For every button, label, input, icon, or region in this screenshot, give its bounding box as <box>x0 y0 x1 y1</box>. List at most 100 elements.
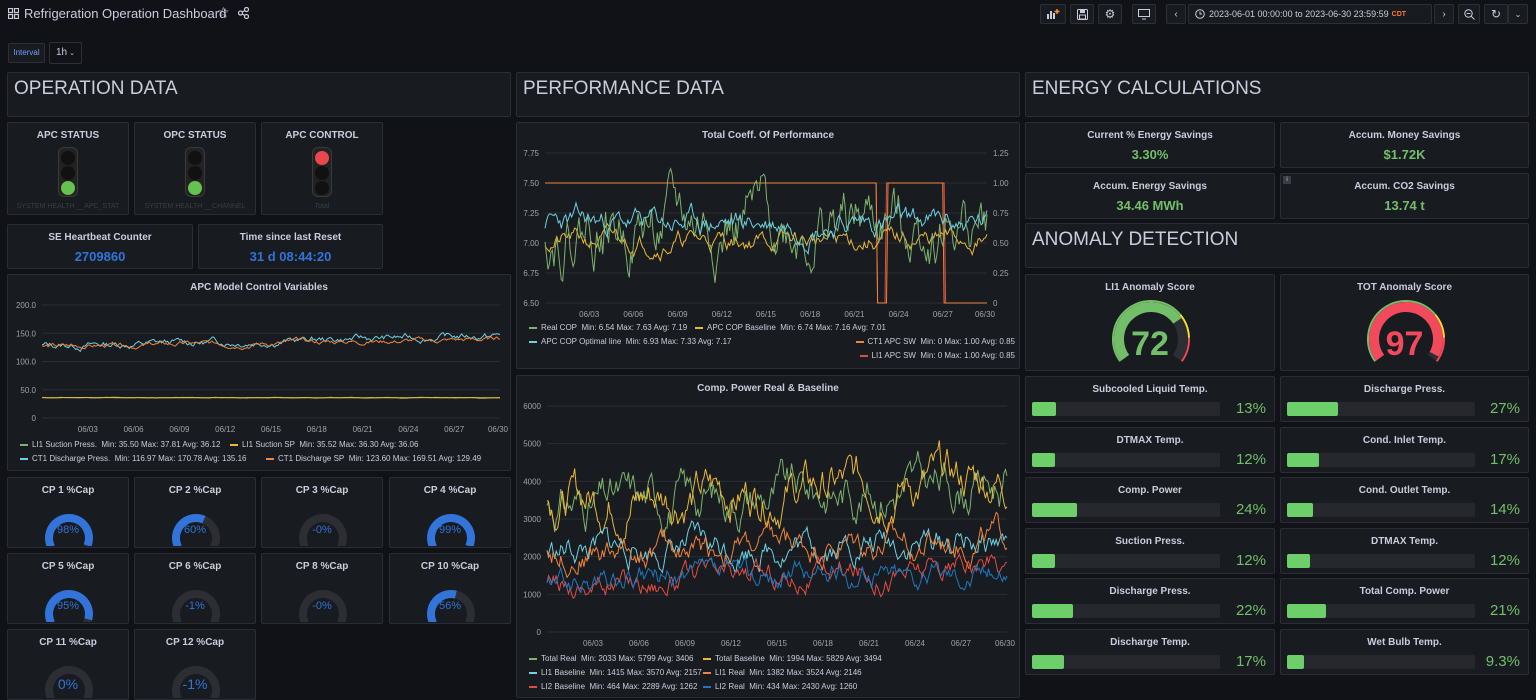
anomaly-bar-track <box>1032 655 1220 669</box>
legend-item[interactable]: CT1 APC SW Min: 0 Max: 1.00 Avg: 0.85 <box>855 337 1015 346</box>
legend-item[interactable]: LI2 Baseline Min: 464 Max: 2289 Avg: 126… <box>529 682 697 691</box>
anomaly-bar-value: 17% <box>1489 450 1520 468</box>
li1-anomaly-panel: LI1 Anomaly Score 72 <box>1025 274 1275 371</box>
series-line <box>546 440 1008 546</box>
anomaly-bar-title: Wet Bulb Temp. <box>1367 637 1442 648</box>
anomaly-bar-fill <box>1032 402 1057 416</box>
y-tick-label: 50.0 <box>20 386 36 395</box>
li1-anomaly-title: LI1 Anomaly Score <box>1105 282 1195 293</box>
anomaly-bar-track <box>1032 553 1220 568</box>
legend-item[interactable]: Total Baseline Min: 1994 Max: 5829 Avg: … <box>703 654 882 663</box>
legend-item[interactable]: APC COP Baseline Min: 6.74 Max: 7.16 Avg… <box>695 323 886 332</box>
cp-gauge-title: CP 2 %Cap <box>168 485 222 496</box>
heartbeat-value: 2709860 <box>74 249 126 264</box>
tv-mode-button[interactable] <box>1132 4 1156 24</box>
legend-stats: Min: 2033 Max: 5799 Avg: 3406 <box>581 654 694 663</box>
anomaly-bar-fill <box>1032 553 1055 568</box>
apc-chart-title: APC Model Control Variables <box>190 282 328 293</box>
legend-label: Total Baseline <box>715 654 765 663</box>
legend-item[interactable]: LI2 Real Min: 434 Max: 2430 Avg: 1260 <box>703 682 857 691</box>
gauge-track <box>172 666 220 698</box>
time-back-button[interactable]: ‹ <box>1166 4 1186 24</box>
power-chart-title: Comp. Power Real & Baseline <box>697 383 839 394</box>
series-line <box>544 201 988 256</box>
dashboard-title[interactable]: Refrigeration Operation Dashboard <box>24 6 227 21</box>
cp-gauge-title: CP 6 %Cap <box>168 561 222 572</box>
series-line <box>546 520 1008 574</box>
legend-item[interactable]: LI1 Baseline Min: 1415 Max: 3570 Avg: 21… <box>529 668 702 677</box>
anomaly-row-header: ANOMALY DETECTION <box>1025 223 1529 268</box>
settings-button[interactable]: ⚙ <box>1098 4 1122 24</box>
star-icon[interactable]: ☆ <box>217 4 230 20</box>
cp-gauge-value: 99% <box>438 524 462 536</box>
anomaly-bar-panel: Wet Bulb Temp. 9.3% <box>1280 629 1529 675</box>
reset-title: Time since last Reset <box>239 232 342 243</box>
legend-label: LI2 Baseline <box>541 682 586 691</box>
legend-item[interactable]: LI1 Real Min: 1382 Max: 3524 Avg: 2146 <box>703 668 862 677</box>
top-bar: Refrigeration Operation Dashboard ☆ ⚙ ‹ … <box>0 0 1536 28</box>
refresh-button[interactable]: ↻ <box>1484 4 1508 24</box>
legend-item[interactable]: Total Real Min: 2033 Max: 5799 Avg: 3406 <box>529 654 693 663</box>
info-icon[interactable]: i <box>1283 176 1291 184</box>
y2-tick-label: 1.25 <box>993 149 1009 158</box>
anomaly-bar-panel: Cond. Inlet Temp. 17% <box>1280 426 1529 473</box>
save-dashboard-button[interactable] <box>1070 4 1094 24</box>
li1-anomaly-gauge <box>1112 300 1190 362</box>
legend-label: LI1 Suction Press. <box>32 440 97 449</box>
cp-gauge-title: CP 10 %Cap <box>420 561 480 572</box>
legend-swatch <box>859 354 868 357</box>
share-icon[interactable] <box>238 7 249 19</box>
anomaly-bar-fill <box>1032 503 1078 518</box>
dashboards-grid-icon[interactable] <box>8 8 19 19</box>
operation-row-header: OPERATION DATA <box>7 72 511 117</box>
legend-item[interactable]: LI1 Suction SP Min: 35.52 Max: 36.30 Avg… <box>230 440 418 449</box>
legend-label: CT1 Discharge SP <box>278 454 345 463</box>
chevron-right-icon: › <box>1442 8 1446 20</box>
gauge-fill <box>1114 302 1182 361</box>
legend-item[interactable]: CT1 Discharge Press. Min: 116.97 Max: 17… <box>20 454 247 463</box>
time-forward-button[interactable]: › <box>1434 4 1454 24</box>
energy-row-title: ENERGY CALCULATIONS <box>1032 78 1262 99</box>
anomaly-bar-value: 22% <box>1235 602 1266 620</box>
refresh-interval-button[interactable]: ⌄ <box>1508 4 1528 24</box>
anomaly-bar-title: Suction Press. <box>1115 535 1185 547</box>
legend-item[interactable]: LI1 APC SW Min: 0 Max: 1.00 Avg: 0.85 <box>859 351 1015 360</box>
legend-item[interactable]: CT1 Discharge SP Min: 123.60 Max: 169.51… <box>266 454 481 463</box>
cop-chart[interactable]: 7.75 7.50 7.25 7.00 6.75 6.50 1.25 1.00 0.75 0.50… <box>517 141 1021 323</box>
traffic-light-icon <box>312 147 332 197</box>
anomaly-bar-track <box>1032 503 1220 518</box>
cp-gauge-value: 60% <box>183 524 207 536</box>
cp-gauge-panel: CP 2 %Cap 60% <box>134 477 256 548</box>
cp-gauge-panel: CP 3 %Cap -0% <box>261 477 383 548</box>
apc-chart[interactable]: 200.0 150.0 100.0 50.0 0 06/03 06/06 06/09 06/12… <box>8 293 512 438</box>
gauge-threshold-warn <box>1434 314 1445 338</box>
anomaly-bar-panel: Cond. Outlet Temp. 14% <box>1280 477 1529 524</box>
cp-gauge-title: CP 4 %Cap <box>423 485 477 496</box>
power-chart[interactable]: 6000 5000 4000 3000 2000 1000 0 06/03 06/06 06/09… <box>517 394 1021 652</box>
x-tick-label: 06/09 <box>675 639 696 648</box>
interval-variable-select[interactable]: 1h ⌄ <box>49 42 82 64</box>
cp-gauge-arc <box>45 514 93 546</box>
energy-stat-title: Current % Energy Savings <box>1087 130 1213 141</box>
series-line <box>41 332 501 353</box>
add-panel-button[interactable] <box>1040 4 1066 24</box>
energy-stat-panel: Accum. CO2 Savings 13.74 t i <box>1280 173 1529 219</box>
apc-control-panel: APC CONTROL Total <box>261 122 383 215</box>
time-picker-button[interactable]: 2023-06-01 00:00:00 to 2023-06-30 23:59:… <box>1188 4 1432 24</box>
x-tick-label: 06/15 <box>767 639 788 648</box>
legend-item[interactable]: LI1 Suction Press. Min: 35.50 Max: 37.81… <box>20 440 220 449</box>
cp-gauge-arc <box>172 514 220 546</box>
series-line <box>546 511 1008 579</box>
y-tick-label: 150.0 <box>16 329 37 338</box>
x-tick-label: 06/21 <box>353 425 374 434</box>
legend-item[interactable]: APC COP Optimal line Min: 6.93 Max: 7.33… <box>529 337 731 346</box>
zoom-out-icon <box>1463 8 1475 20</box>
legend-stats: Min: 123.60 Max: 169.51 Avg: 129.49 <box>348 454 482 463</box>
gauge-track <box>172 590 220 622</box>
cp-gauge-value: -1% <box>185 600 205 612</box>
cp-gauge-arc <box>172 666 220 698</box>
opc-status-title: OPC STATUS <box>163 130 227 141</box>
anomaly-bar-track <box>1287 604 1475 619</box>
legend-item[interactable]: Real COP Min: 6.54 Max: 7.63 Avg: 7.19 <box>529 323 687 332</box>
zoom-out-button[interactable] <box>1458 4 1480 24</box>
